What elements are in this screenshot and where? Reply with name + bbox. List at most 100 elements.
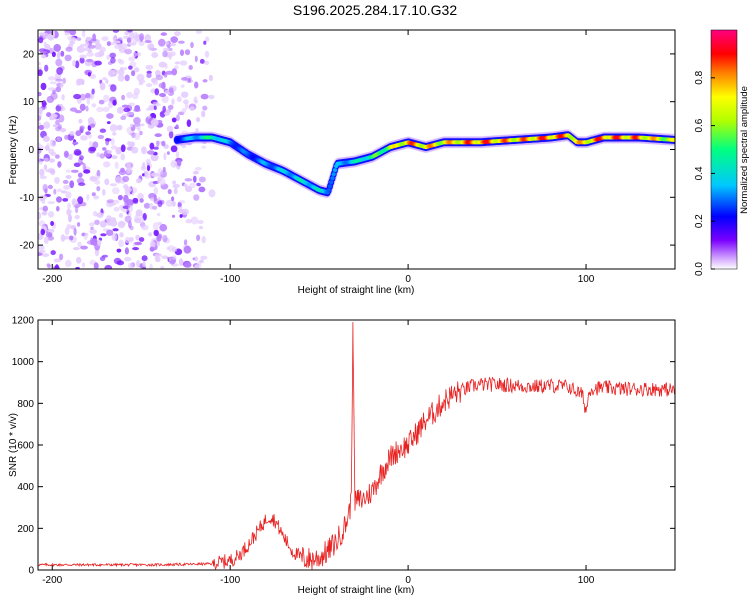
noise-blob [87, 44, 96, 49]
ridge-core [671, 137, 675, 142]
colorbar-tick-label: 0.2 [694, 214, 705, 228]
noise-blob [132, 51, 137, 58]
noise-blob [171, 214, 176, 218]
noise-blob [181, 91, 189, 98]
noise-blob [184, 262, 192, 268]
noise-blob [57, 161, 62, 168]
noise-blob [162, 235, 168, 243]
noise-blob [67, 214, 72, 223]
noise-blob [150, 241, 156, 248]
y-tick-label: 400 [17, 482, 34, 493]
noise-blob [139, 198, 144, 203]
ridge-core [331, 172, 336, 177]
ridge-core [330, 176, 335, 181]
noise-blob [189, 106, 195, 111]
noise-blob [123, 67, 128, 71]
noise-blob [201, 236, 206, 244]
noise-blob [178, 206, 183, 211]
noise-blob [74, 214, 80, 220]
noise-blob [170, 145, 178, 153]
noise-blob [72, 59, 76, 67]
noise-blob [109, 52, 116, 59]
noise-blob [91, 103, 97, 108]
noise-blob [134, 132, 141, 141]
noise-blob [93, 195, 100, 200]
noise-blob [47, 184, 54, 190]
noise-blob [38, 252, 43, 256]
noise-blob [38, 160, 43, 165]
noise-blob [79, 125, 85, 130]
noise-blob [72, 200, 76, 206]
noise-blob [73, 227, 77, 236]
noise-blob [187, 77, 192, 83]
noise-blob [43, 41, 47, 47]
noise-blob [66, 224, 72, 230]
noise-blob [200, 93, 209, 100]
noise-blob [141, 146, 147, 155]
noise-blob [127, 211, 132, 217]
snr-series [38, 322, 675, 570]
noise-blob [162, 50, 168, 58]
noise-blob [38, 220, 46, 227]
noise-blob [64, 227, 70, 236]
noise-blob [41, 54, 47, 59]
noise-blob [106, 229, 114, 236]
noise-blob [47, 33, 55, 41]
noise-blob [88, 140, 93, 147]
noise-blob [69, 180, 75, 189]
noise-blob [159, 223, 168, 232]
noise-blob [194, 256, 198, 262]
noise-blob [186, 119, 192, 127]
noise-blob [56, 51, 61, 60]
noise-blob [39, 175, 47, 180]
noise-blob [40, 50, 47, 54]
noise-blob [183, 99, 189, 105]
noise-blob [79, 103, 86, 112]
noise-blob [196, 182, 201, 187]
noise-blob [149, 142, 155, 150]
noise-blob [59, 253, 64, 260]
noise-blob [112, 187, 120, 195]
noise-blob [52, 124, 58, 128]
noise-blob [117, 194, 123, 201]
noise-blob [163, 152, 167, 161]
noise-blob [76, 256, 82, 264]
noise-blob [94, 60, 102, 66]
noise-blob [137, 193, 144, 200]
noise-blob [81, 262, 86, 268]
noise-blob [128, 56, 136, 62]
noise-blob [46, 142, 50, 149]
noise-blob [124, 247, 129, 255]
noise-blob [111, 72, 118, 76]
colorbar-ticks: 0.0 0.2 0.4 0.6 0.8 [694, 70, 715, 276]
noise-blob [103, 161, 111, 168]
noise-blob [94, 219, 100, 225]
noise-blob [178, 200, 186, 204]
noise-blob [64, 54, 72, 62]
noise-blob [194, 55, 198, 63]
noise-blob [67, 209, 73, 215]
noise-blob [171, 117, 177, 123]
noise-blob [149, 263, 153, 269]
noise-blob [203, 40, 207, 45]
noise-blob [112, 132, 117, 136]
noise-blob [151, 52, 159, 58]
noise-blob [146, 72, 152, 78]
noise-blob [181, 130, 188, 135]
noise-blob [77, 172, 83, 178]
noise-blob [51, 51, 56, 58]
noise-blob [205, 36, 210, 42]
noise-blob [183, 183, 188, 188]
noise-blob [157, 168, 163, 176]
noise-blob [92, 38, 97, 42]
noise-blob [154, 133, 162, 138]
noise-blob [120, 144, 126, 153]
figure-title: S196.2025.284.17.10.G32 [292, 2, 458, 18]
noise-blob [116, 106, 124, 114]
noise-blob [45, 232, 53, 238]
noise-blob [115, 146, 122, 155]
noise-blob [77, 196, 84, 205]
y-tick-label: -10 [20, 193, 35, 204]
noise-blob [165, 41, 169, 45]
noise-blob [102, 189, 106, 196]
